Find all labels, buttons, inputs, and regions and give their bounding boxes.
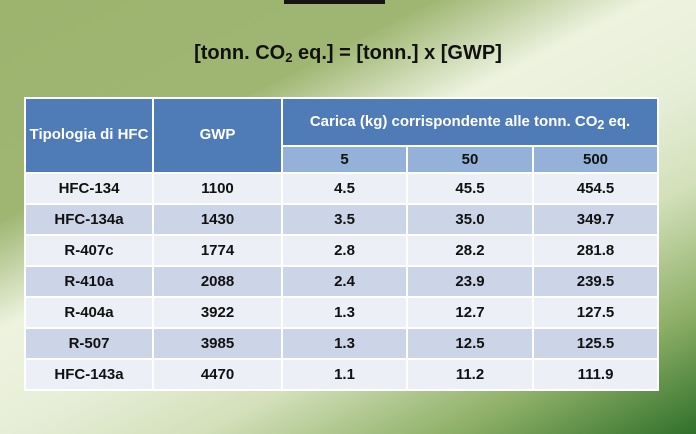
carica-5-cell: 4.5 [281, 172, 408, 205]
gwp-cell: 3922 [152, 296, 283, 329]
hfc-type-cell: HFC-143a [24, 358, 154, 391]
gwp-cell: 3985 [152, 327, 283, 360]
hfc-type-cell: R-404a [24, 296, 154, 329]
subheader-500: 500 [531, 145, 660, 174]
table-row: R-407c 1774 2.8 28.2 281.8 [24, 234, 660, 267]
header-tipologia: Tipologia di HFC [24, 97, 154, 174]
carica-500-cell: 454.5 [531, 172, 660, 205]
carica-5-cell: 1.3 [281, 296, 408, 329]
carica-50-cell: 23.9 [406, 265, 534, 298]
carica-5-cell: 1.1 [281, 358, 408, 391]
subheader-50: 50 [406, 145, 534, 174]
carica-50-cell: 12.7 [406, 296, 534, 329]
formula-subscript: 2 [285, 50, 293, 65]
carica-500-cell: 111.9 [531, 358, 660, 391]
carica-500-cell: 125.5 [531, 327, 660, 360]
carica-500-cell: 239.5 [531, 265, 660, 298]
gwp-cell: 1774 [152, 234, 283, 267]
hfc-gwp-table: Tipologia di HFC GWP Carica (kg) corrisp… [24, 97, 660, 391]
table-row: R-404a 3922 1.3 12.7 127.5 [24, 296, 660, 329]
table-row: HFC-134a 1430 3.5 35.0 349.7 [24, 203, 660, 236]
formula-prefix: [tonn. CO [194, 42, 286, 64]
table-header: Tipologia di HFC GWP Carica (kg) corrisp… [24, 97, 660, 174]
carica-500-cell: 349.7 [531, 203, 660, 236]
carica-50-cell: 35.0 [406, 203, 534, 236]
hfc-type-cell: R-507 [24, 327, 154, 360]
carica-50-cell: 45.5 [406, 172, 534, 205]
hfc-type-cell: R-410a [24, 265, 154, 298]
header-gwp: GWP [152, 97, 283, 174]
carica-50-cell: 11.2 [406, 358, 534, 391]
carica-5-cell: 3.5 [281, 203, 408, 236]
table-body: HFC-134 1100 4.5 45.5 454.5 HFC-134a 143… [24, 172, 660, 391]
carica-500-cell: 281.8 [531, 234, 660, 267]
top-title-underline [284, 0, 385, 4]
gwp-cell: 2088 [152, 265, 283, 298]
hfc-type-cell: HFC-134 [24, 172, 154, 205]
carica-50-cell: 28.2 [406, 234, 534, 267]
table-row: HFC-134 1100 4.5 45.5 454.5 [24, 172, 660, 205]
gwp-cell: 4470 [152, 358, 283, 391]
carica-subscript: 2 [597, 117, 605, 132]
co2-formula: [tonn. CO2 eq.] = [tonn.] x [GWP] [0, 42, 696, 65]
hfc-type-cell: HFC-134a [24, 203, 154, 236]
carica-5-cell: 1.3 [281, 327, 408, 360]
carica-5-cell: 2.8 [281, 234, 408, 267]
subheader-5: 5 [281, 145, 408, 174]
table-row: R-507 3985 1.3 12.5 125.5 [24, 327, 660, 360]
carica-500-cell: 127.5 [531, 296, 660, 329]
table-row: R-410a 2088 2.4 23.9 239.5 [24, 265, 660, 298]
table-row: HFC-143a 4470 1.1 11.2 111.9 [24, 358, 660, 391]
formula-suffix: eq.] = [tonn.] x [GWP] [292, 42, 502, 64]
header-carica: Carica (kg) corrispondente alle tonn. CO… [280, 97, 660, 147]
gwp-cell: 1100 [152, 172, 283, 205]
hfc-type-cell: R-407c [24, 234, 154, 267]
carica-5-cell: 2.4 [281, 265, 408, 298]
carica-50-cell: 12.5 [406, 327, 534, 360]
gwp-cell: 1430 [152, 203, 283, 236]
